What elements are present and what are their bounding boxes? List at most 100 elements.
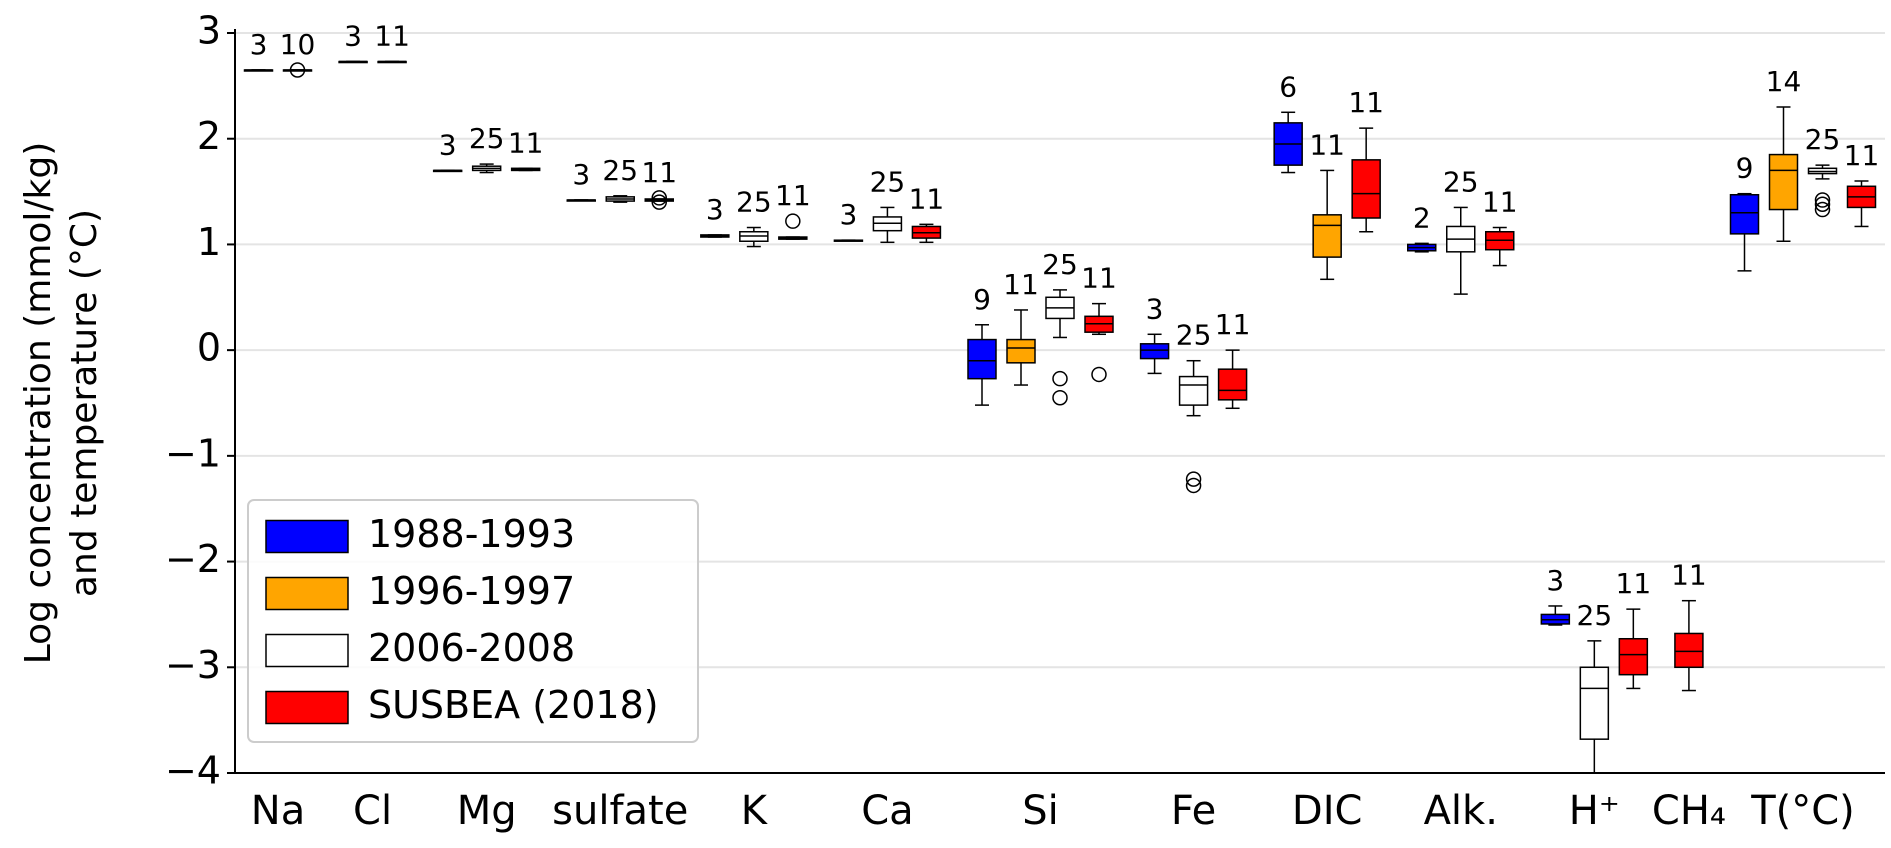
outlier: [1814, 192, 1831, 208]
legend-label: 1988-1993: [368, 512, 575, 556]
box-body: [1674, 632, 1704, 669]
box: 3: [566, 158, 596, 202]
x-tick-label: Cl: [353, 788, 392, 834]
box: 3: [338, 20, 368, 64]
box: 10: [280, 28, 316, 78]
count-label: 25: [1805, 123, 1841, 156]
legend-label: 2006-2008: [368, 626, 575, 670]
y-tick-label: 0: [197, 326, 221, 370]
y-tick-label: −3: [165, 643, 221, 687]
box: 25: [1042, 248, 1078, 406]
count-label: 11: [1215, 308, 1251, 341]
count-label: 11: [1003, 268, 1039, 301]
count-label: 10: [280, 28, 316, 61]
box: 11: [508, 126, 543, 172]
count-label: 11: [641, 156, 677, 189]
x-tick-label: Na: [251, 788, 305, 834]
y-axis-label: Log concentration (mmol/kg) and temperat…: [18, 142, 105, 665]
box: 25: [870, 165, 906, 244]
outlier: [1052, 389, 1068, 406]
legend-label: 1996-1997: [368, 569, 575, 613]
box: 3: [833, 198, 864, 242]
count-label: 25: [1042, 248, 1078, 281]
count-label: 11: [909, 182, 945, 215]
x-tick-label: K: [741, 788, 769, 834]
legend-swatch: [265, 690, 349, 725]
box-body: [1006, 338, 1036, 364]
x-tick-label: Ca: [861, 788, 913, 834]
count-label: 25: [1176, 319, 1212, 352]
count-label: 3: [250, 28, 268, 61]
count-label: 14: [1766, 65, 1802, 98]
outlier: [1091, 366, 1107, 383]
count-label: 11: [1482, 186, 1518, 219]
box: 25: [1176, 319, 1212, 494]
box-body: [1312, 214, 1342, 258]
box: 11: [1616, 567, 1651, 690]
count-label: 11: [775, 179, 811, 212]
legend-label: SUSBEA (2018): [368, 683, 659, 727]
count-label: 2: [1413, 201, 1431, 234]
y-tick-label: −1: [165, 431, 221, 475]
outlier: [651, 194, 667, 210]
box: 14: [1766, 65, 1802, 243]
y-tick-label: 2: [197, 114, 221, 158]
x-tick-label: T(°C): [1750, 788, 1855, 834]
box: 11: [1671, 559, 1707, 692]
legend: 1988-1993 1996-1997 2006-2008 SUSBEA (2018): [247, 499, 699, 743]
outlier: [1185, 477, 1202, 494]
outlier: [785, 213, 801, 229]
box: 3: [700, 193, 730, 238]
x-tick-label: sulfate: [552, 788, 688, 834]
box: 11: [641, 156, 677, 210]
box-body: [1351, 159, 1381, 219]
count-label: 3: [1146, 292, 1164, 325]
box: 11: [1309, 128, 1345, 281]
box: 25: [1805, 123, 1841, 218]
outlier: [289, 62, 306, 78]
box-body: [1618, 637, 1649, 676]
box: 9: [967, 283, 997, 406]
count-label: 3: [572, 158, 590, 191]
box-body: [1768, 153, 1799, 211]
legend-swatch: [265, 576, 349, 611]
outlier: [1185, 471, 1202, 487]
count-label: 11: [1081, 262, 1117, 295]
box: 11: [374, 20, 410, 64]
count-label: 9: [1736, 152, 1754, 185]
count-label: 3: [840, 198, 858, 231]
count-label: 25: [602, 154, 638, 187]
box: 11: [1081, 262, 1117, 383]
count-label: 25: [1443, 165, 1479, 198]
count-label: 25: [736, 186, 772, 219]
box-body: [1729, 193, 1760, 235]
y-axis-label-line: Log concentration (mmol/kg): [18, 142, 59, 665]
box-body: [1217, 368, 1248, 401]
box: 25: [469, 122, 504, 174]
count-label: 11: [1309, 128, 1345, 161]
box: 11: [1844, 139, 1880, 228]
count-label: 25: [870, 165, 906, 198]
box: 2: [1407, 201, 1437, 253]
outlier: [1052, 370, 1068, 387]
y-axis-label-line: and temperature (°C): [64, 209, 105, 597]
count-label: 11: [1348, 86, 1384, 119]
count-label: 11: [1671, 559, 1707, 592]
count-label: 9: [973, 283, 991, 316]
x-tick-label: Mg: [457, 788, 517, 834]
box: 25: [1577, 599, 1612, 774]
y-tick-label: −4: [165, 749, 221, 793]
x-tick-label: Si: [1022, 788, 1059, 834]
box: 6: [1273, 70, 1303, 174]
y-tick-label: −2: [165, 537, 221, 581]
y-tick-label: 3: [197, 9, 221, 53]
count-label: 3: [1546, 564, 1564, 597]
box: 3: [432, 128, 463, 173]
outlier: [651, 190, 667, 206]
count-label: 11: [1844, 139, 1880, 172]
box-body: [1178, 375, 1209, 406]
count-label: 6: [1279, 70, 1297, 103]
x-tick-label: CH₄: [1652, 788, 1726, 834]
box: 25: [602, 154, 638, 203]
